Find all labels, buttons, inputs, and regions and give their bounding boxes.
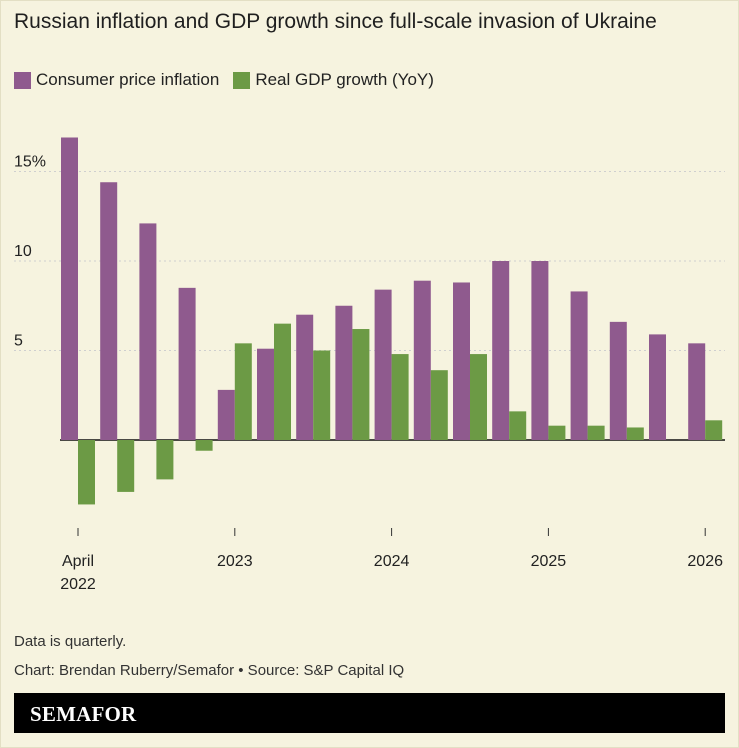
x-tick-label-0-1: 2022 bbox=[60, 576, 96, 593]
legend-label-inflation: Consumer price inflation bbox=[36, 70, 220, 89]
brand-logo: SEMAFOR bbox=[30, 702, 137, 726]
x-tick-label-3-0: 2025 bbox=[531, 553, 567, 570]
brand-bar: SEMAFOR bbox=[14, 693, 725, 733]
inflation-bar-0 bbox=[61, 137, 78, 441]
x-tick-label-0-0: April bbox=[62, 553, 94, 570]
inflation-bar-6 bbox=[296, 314, 314, 440]
y-tick-label-5: 5 bbox=[14, 333, 23, 350]
gdp-bar-14 bbox=[626, 427, 644, 440]
gdp-bar-16 bbox=[705, 420, 723, 440]
footnote-credit: Chart: Brendan Ruberry/Semafor • Source:… bbox=[14, 662, 405, 679]
inflation-bar-2 bbox=[139, 223, 157, 440]
inflation-bar-15 bbox=[649, 334, 666, 440]
bar-chart: 15% 10 5 April 2022 2023 2024 2025 2026 bbox=[14, 137, 725, 593]
gdp-bar-6 bbox=[313, 350, 331, 440]
x-tick-label-4-0: 2026 bbox=[687, 553, 723, 570]
inflation-bar-14 bbox=[609, 321, 627, 440]
legend: Consumer price inflation Real GDP growth… bbox=[14, 70, 448, 90]
inflation-bar-3 bbox=[178, 287, 196, 440]
y-tick-label-15: 15% bbox=[14, 154, 46, 171]
y-tick-label-10: 10 bbox=[14, 243, 32, 260]
inflation-bar-16 bbox=[688, 343, 706, 440]
gdp-bar-0 bbox=[78, 440, 95, 505]
gdp-bar-4 bbox=[234, 343, 252, 440]
chart-title: Russian inflation and GDP growth since f… bbox=[14, 10, 657, 33]
inflation-bar-8 bbox=[374, 289, 392, 440]
gdp-bar-2 bbox=[156, 440, 174, 480]
gdp-bar-7 bbox=[352, 329, 370, 440]
inflation-bar-4 bbox=[217, 389, 235, 440]
legend-swatch-inflation bbox=[14, 71, 31, 89]
inflation-bar-7 bbox=[335, 305, 353, 440]
x-tick-label-1-0: 2023 bbox=[217, 553, 253, 570]
gdp-bar-3 bbox=[195, 440, 213, 451]
inflation-bar-13 bbox=[570, 291, 588, 440]
legend-item-inflation: Consumer price inflation bbox=[14, 70, 219, 90]
gdp-bar-8 bbox=[391, 354, 409, 440]
inflation-bar-12 bbox=[531, 261, 549, 440]
x-tick-label-2-0: 2024 bbox=[374, 553, 410, 570]
gdp-bar-11 bbox=[509, 411, 527, 440]
inflation-bar-9 bbox=[413, 280, 431, 440]
gdp-bar-10 bbox=[470, 354, 487, 440]
gdp-bar-1 bbox=[117, 440, 135, 492]
gdp-bar-13 bbox=[587, 425, 605, 440]
inflation-bar-5 bbox=[257, 348, 274, 440]
gdp-bar-5 bbox=[274, 323, 291, 440]
inflation-bar-10 bbox=[453, 282, 470, 440]
gdp-bar-9 bbox=[430, 370, 448, 440]
inflation-bar-11 bbox=[492, 261, 510, 440]
legend-swatch-gdp bbox=[233, 71, 251, 89]
gdp-bar-12 bbox=[548, 425, 566, 440]
legend-item-gdp: Real GDP growth (YoY) bbox=[233, 70, 434, 90]
inflation-bar-1 bbox=[100, 182, 118, 441]
footnote-data-frequency: Data is quarterly. bbox=[14, 633, 127, 650]
legend-label-gdp: Real GDP growth (YoY) bbox=[255, 70, 434, 89]
